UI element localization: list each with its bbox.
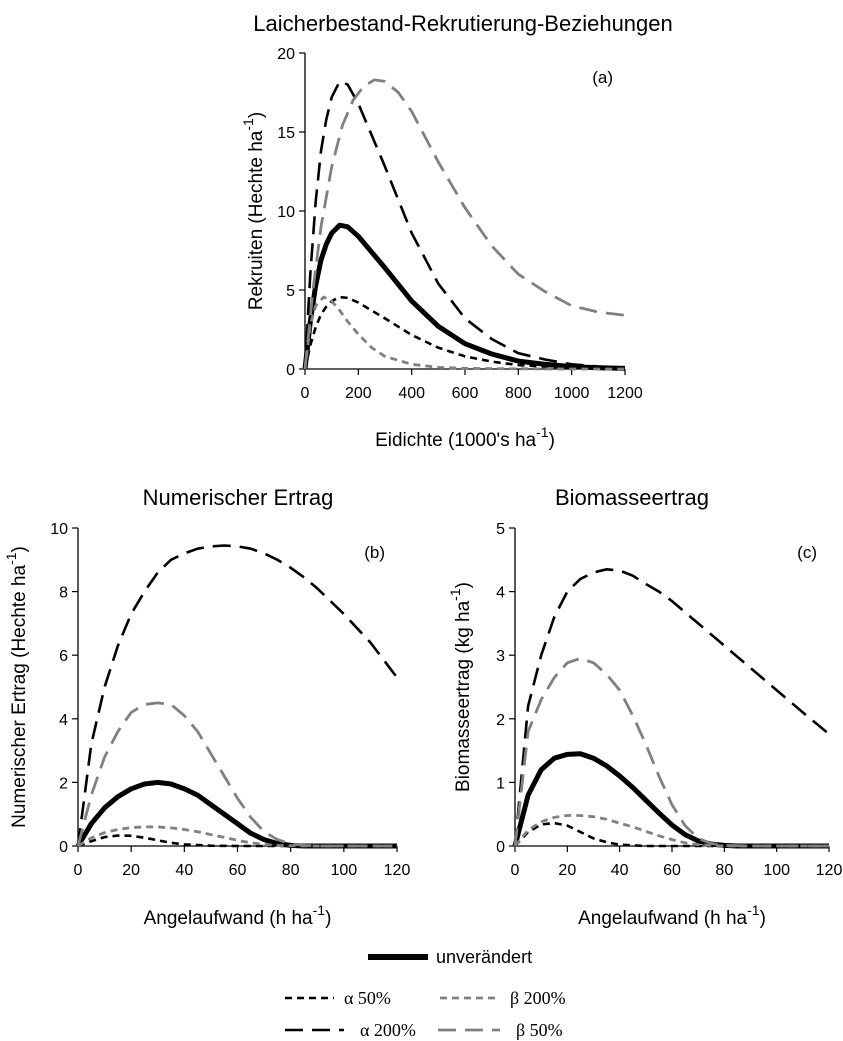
y-tick-label: 15 <box>277 125 295 142</box>
panel-label: (a) <box>592 68 613 87</box>
y-tick-label: 0 <box>59 839 68 856</box>
chart-title: Numerischer Ertrag <box>143 485 334 510</box>
series-line-b50 <box>303 78 626 370</box>
panel-label: (c) <box>797 543 817 562</box>
y-tick-label: 1 <box>496 775 505 792</box>
series-line-a50 <box>514 821 829 848</box>
x-tick-label: 80 <box>282 862 300 879</box>
legend-label-base: unverändert <box>436 947 532 967</box>
series-line-base <box>512 751 829 849</box>
y-tick-label: 20 <box>277 46 295 63</box>
x-tick-label: 40 <box>611 862 629 879</box>
chart-title: Laicherbestand-Rekrutierung-Beziehungen <box>253 11 673 36</box>
x-tick-label: 80 <box>715 862 733 879</box>
legend-label-a50: α 50% <box>344 988 391 1008</box>
y-tick-label: 4 <box>59 712 68 729</box>
x-tick-label: 0 <box>74 862 83 879</box>
y-tick-label: 5 <box>286 283 295 300</box>
x-tick-label: 60 <box>229 862 247 879</box>
series-line-b200 <box>303 295 625 371</box>
legend-label-a200: α 200% <box>360 1020 416 1040</box>
series-line-a200 <box>303 80 626 370</box>
chart-panel-0: Laicherbestand-Rekrutierung-Beziehungen 0… <box>240 11 673 451</box>
series-line-b50 <box>513 657 829 848</box>
x-tick-label: 0 <box>511 862 520 879</box>
chart-panel-2: Biomasseertrag 0 1 2 3 4 5 0 20 40 60 80 100 120 Angel… <box>447 485 842 929</box>
y-tick-label: 6 <box>59 648 68 665</box>
chart-title: Biomasseertrag <box>555 485 709 510</box>
x-axis-label: Angelaufwand (h ha-1) <box>144 902 332 929</box>
legend-label-b50: β 50% <box>516 1020 563 1040</box>
y-tick-label: 4 <box>496 585 505 602</box>
series-line-b200 <box>513 814 829 848</box>
x-tick-label: 800 <box>505 385 532 402</box>
y-tick-label: 0 <box>496 839 505 856</box>
y-tick-label: 3 <box>496 648 505 665</box>
series-line-base <box>302 222 626 371</box>
legend: unverändert α 50% β 200% α 200% β 50% <box>285 947 566 1040</box>
x-tick-label: 600 <box>452 385 479 402</box>
legend-label-b200: β 200% <box>510 988 566 1008</box>
series-line-a200 <box>513 567 830 847</box>
x-tick-label: 200 <box>345 385 372 402</box>
x-tick-label: 100 <box>763 862 790 879</box>
x-tick-label: 0 <box>301 385 310 402</box>
x-tick-label: 20 <box>558 862 576 879</box>
series-line-b50 <box>76 701 397 848</box>
y-axis-label: Biomasseertrag (kg ha-1) <box>447 582 474 792</box>
y-tick-label: 10 <box>50 521 68 538</box>
y-tick-label: 2 <box>59 775 68 792</box>
x-tick-label: 1200 <box>607 385 643 402</box>
panel-label: (b) <box>364 543 385 562</box>
y-tick-label: 8 <box>59 585 68 602</box>
y-axis-label: Rekruiten (Hechte ha-1) <box>240 112 267 310</box>
series-line-a50 <box>303 295 626 370</box>
x-tick-label: 40 <box>175 862 193 879</box>
y-tick-label: 5 <box>496 521 505 538</box>
series-line-a200 <box>76 544 399 847</box>
y-axis-label: Numerischer Ertrag (Hechte ha-1) <box>3 546 30 828</box>
x-tick-label: 60 <box>663 862 681 879</box>
x-tick-label: 120 <box>384 862 411 879</box>
y-tick-label: 2 <box>496 712 505 729</box>
x-tick-label: 100 <box>330 862 357 879</box>
x-tick-label: 400 <box>398 385 425 402</box>
x-tick-label: 120 <box>816 862 843 879</box>
y-tick-label: 10 <box>277 204 295 221</box>
x-tick-label: 20 <box>122 862 140 879</box>
y-tick-label: 0 <box>286 362 295 379</box>
x-axis-label: Angelaufwand (h ha-1) <box>578 902 766 929</box>
x-tick-label: 1000 <box>554 385 590 402</box>
x-axis-label: Eidichte (1000's ha-1) <box>375 424 555 451</box>
